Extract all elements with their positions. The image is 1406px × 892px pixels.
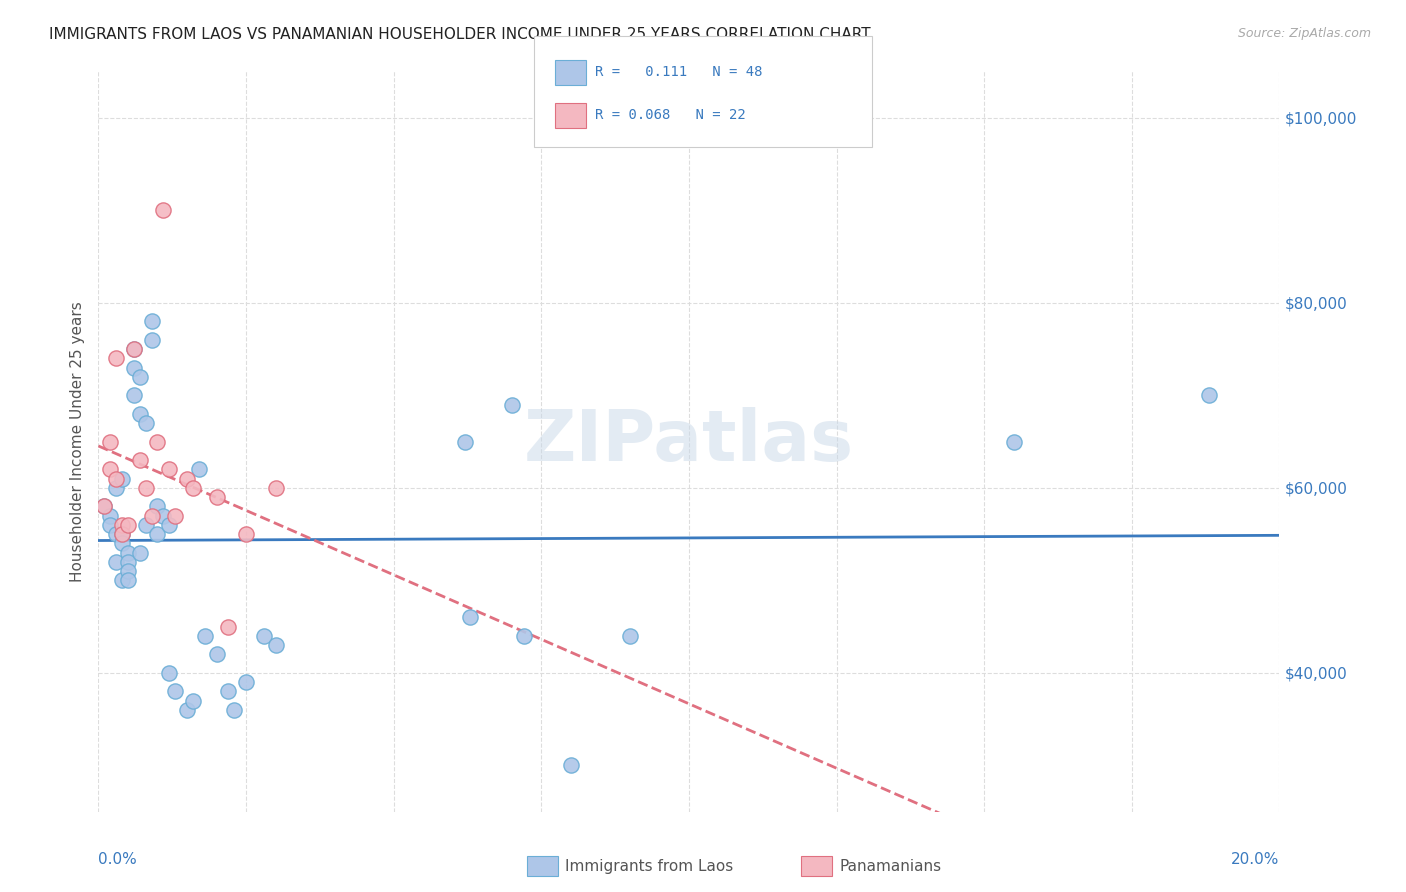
- Point: [176, 472, 198, 486]
- Y-axis label: Householder Income Under 25 years: Householder Income Under 25 years: [69, 301, 84, 582]
- Point: [501, 398, 523, 412]
- Point: [135, 517, 157, 532]
- Point: [128, 407, 150, 421]
- Point: [157, 665, 180, 680]
- Point: [122, 342, 145, 356]
- Text: 0.0%: 0.0%: [98, 852, 138, 867]
- Text: R = 0.068   N = 22: R = 0.068 N = 22: [595, 108, 745, 122]
- Point: [165, 508, 187, 523]
- Point: [453, 434, 475, 449]
- Point: [146, 500, 169, 514]
- Point: [105, 351, 128, 366]
- Point: [194, 629, 217, 643]
- Point: [111, 517, 134, 532]
- Point: [181, 481, 204, 495]
- Point: [141, 314, 163, 328]
- Point: [512, 629, 534, 643]
- Point: [111, 527, 134, 541]
- Point: [111, 527, 134, 541]
- Point: [117, 545, 139, 560]
- Point: [128, 545, 150, 560]
- Point: [1002, 434, 1025, 449]
- Point: [128, 369, 150, 384]
- Point: [105, 472, 128, 486]
- Point: [157, 517, 180, 532]
- Point: [98, 434, 121, 449]
- Point: [117, 517, 139, 532]
- Point: [105, 555, 128, 569]
- Point: [122, 342, 145, 356]
- Point: [152, 508, 174, 523]
- Point: [205, 648, 228, 662]
- Point: [111, 536, 134, 550]
- Point: [135, 481, 157, 495]
- Point: [224, 703, 246, 717]
- Point: [264, 638, 287, 652]
- Point: [141, 508, 163, 523]
- Point: [187, 462, 209, 476]
- Point: [93, 500, 115, 514]
- Point: [165, 684, 187, 698]
- Point: [98, 462, 121, 476]
- Point: [157, 462, 180, 476]
- Text: R =   0.111   N = 48: R = 0.111 N = 48: [595, 65, 762, 79]
- Point: [176, 703, 198, 717]
- Text: IMMIGRANTS FROM LAOS VS PANAMANIAN HOUSEHOLDER INCOME UNDER 25 YEARS CORRELATION: IMMIGRANTS FROM LAOS VS PANAMANIAN HOUSE…: [49, 27, 870, 42]
- Point: [141, 333, 163, 347]
- Point: [560, 758, 582, 772]
- Point: [253, 629, 276, 643]
- Point: [146, 527, 169, 541]
- Text: ZIPatlas: ZIPatlas: [524, 407, 853, 476]
- Point: [98, 517, 121, 532]
- Point: [235, 527, 257, 541]
- Text: Panamanians: Panamanians: [839, 859, 942, 873]
- Text: Source: ZipAtlas.com: Source: ZipAtlas.com: [1237, 27, 1371, 40]
- Point: [117, 555, 139, 569]
- Point: [1198, 388, 1220, 402]
- Point: [181, 694, 204, 708]
- Text: 20.0%: 20.0%: [1232, 852, 1279, 867]
- Point: [128, 453, 150, 467]
- Point: [135, 416, 157, 430]
- Point: [460, 610, 482, 624]
- Point: [117, 574, 139, 588]
- Point: [205, 490, 228, 504]
- Point: [117, 564, 139, 578]
- Point: [111, 574, 134, 588]
- Point: [93, 500, 115, 514]
- Point: [122, 360, 145, 375]
- Point: [105, 527, 128, 541]
- Point: [264, 481, 287, 495]
- Point: [217, 684, 239, 698]
- Point: [122, 388, 145, 402]
- Text: Immigrants from Laos: Immigrants from Laos: [565, 859, 734, 873]
- Point: [619, 629, 641, 643]
- Point: [98, 508, 121, 523]
- Point: [235, 675, 257, 690]
- Point: [152, 203, 174, 218]
- Point: [111, 472, 134, 486]
- Point: [146, 434, 169, 449]
- Point: [217, 619, 239, 633]
- Point: [105, 481, 128, 495]
